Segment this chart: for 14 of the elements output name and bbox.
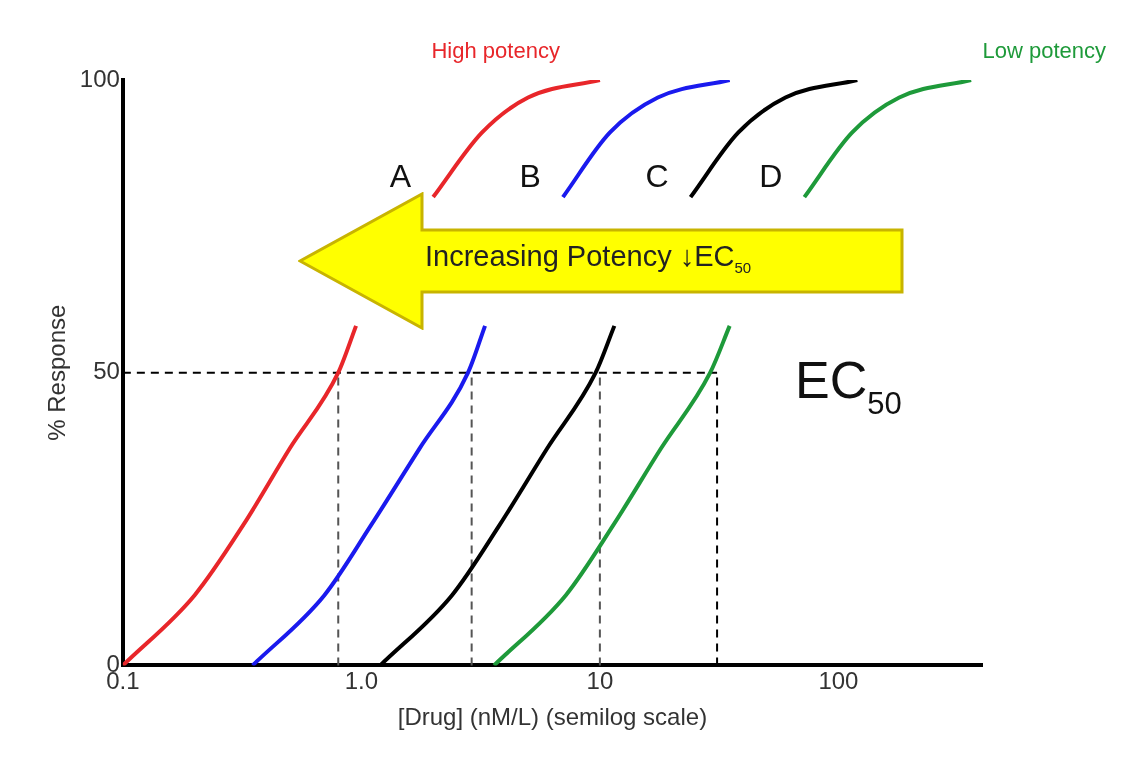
- x-tick-label: 10: [586, 667, 614, 695]
- series-label: A: [389, 158, 412, 195]
- annotation: Increasing Potency ↓EC$_{50}$: [425, 240, 752, 276]
- x-axis-title: [Drug] (nM/L) (semilog scale): [397, 703, 708, 731]
- series-label: C: [645, 158, 669, 195]
- series-label: B: [519, 158, 541, 195]
- annotation: Low potency: [982, 38, 1107, 63]
- series-label: D: [759, 158, 783, 195]
- y-axis-title: % Response: [43, 304, 71, 441]
- y-tick-label: 100: [79, 64, 120, 92]
- y-tick-label: 50: [93, 357, 120, 385]
- annotation: High potency: [431, 38, 560, 63]
- x-tick-label: 1.0: [344, 667, 379, 695]
- x-tick-label: 100: [818, 667, 859, 695]
